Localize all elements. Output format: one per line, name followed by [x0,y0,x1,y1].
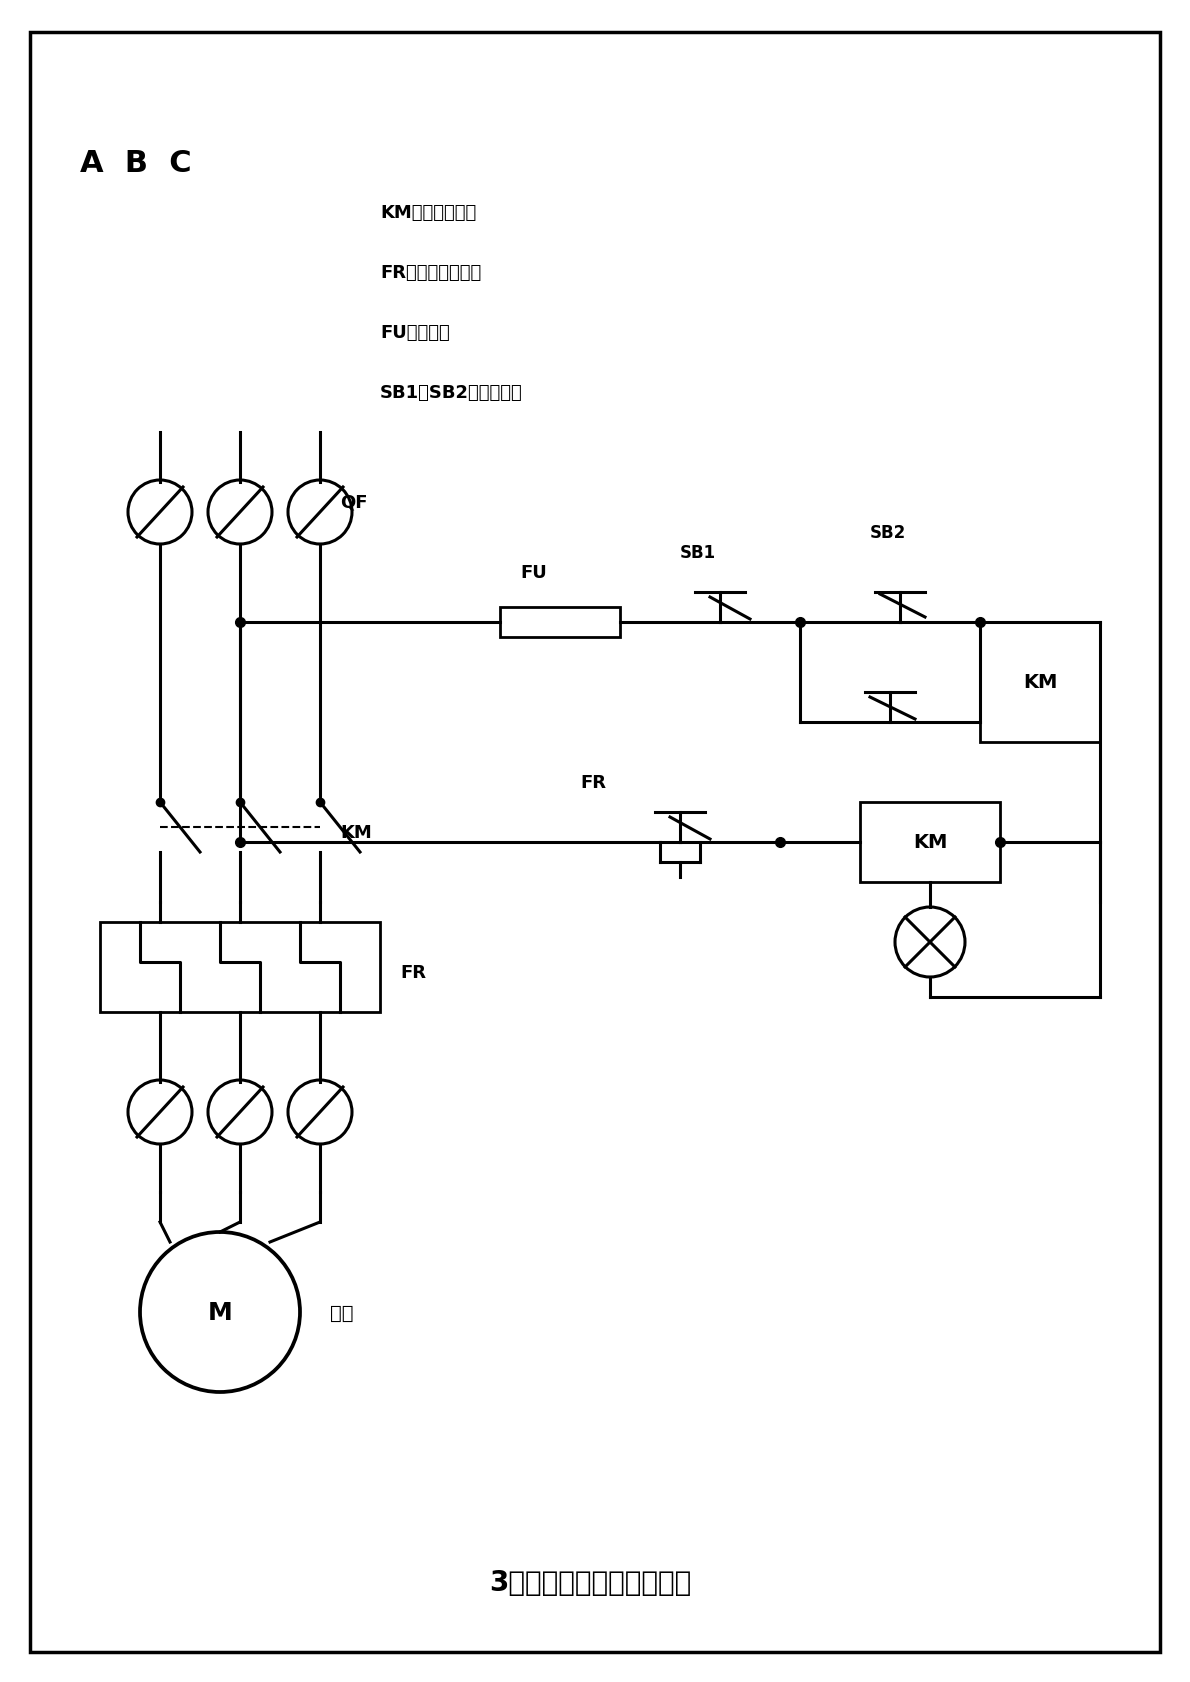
Text: SB1、SB2：启停按钮: SB1、SB2：启停按钮 [380,383,522,402]
Text: 3相电机启、停控制接线图: 3相电机启、停控制接线图 [489,1568,691,1596]
Text: KM: KM [1023,673,1057,691]
Text: 电机: 电机 [330,1304,353,1322]
Text: FU: FU [520,563,546,582]
Bar [100,922,380,1013]
Text: KM：交流接触器: KM：交流接触器 [380,204,476,222]
Text: SB1: SB1 [679,543,716,562]
Bar [981,622,1100,742]
Text: FR：热过载继电器: FR：热过载继电器 [380,264,481,283]
Text: M: M [207,1300,232,1324]
Text: FR: FR [400,964,426,981]
Text: SB2: SB2 [870,523,907,542]
Text: A  B  C: A B C [80,148,192,177]
Bar [500,607,620,637]
Text: KM: KM [913,833,947,853]
Text: QF: QF [340,495,368,511]
Text: FU：保险丝: FU：保险丝 [380,325,450,341]
Text: FR: FR [580,774,606,792]
Bar [860,802,1000,883]
Text: KM: KM [340,824,371,841]
